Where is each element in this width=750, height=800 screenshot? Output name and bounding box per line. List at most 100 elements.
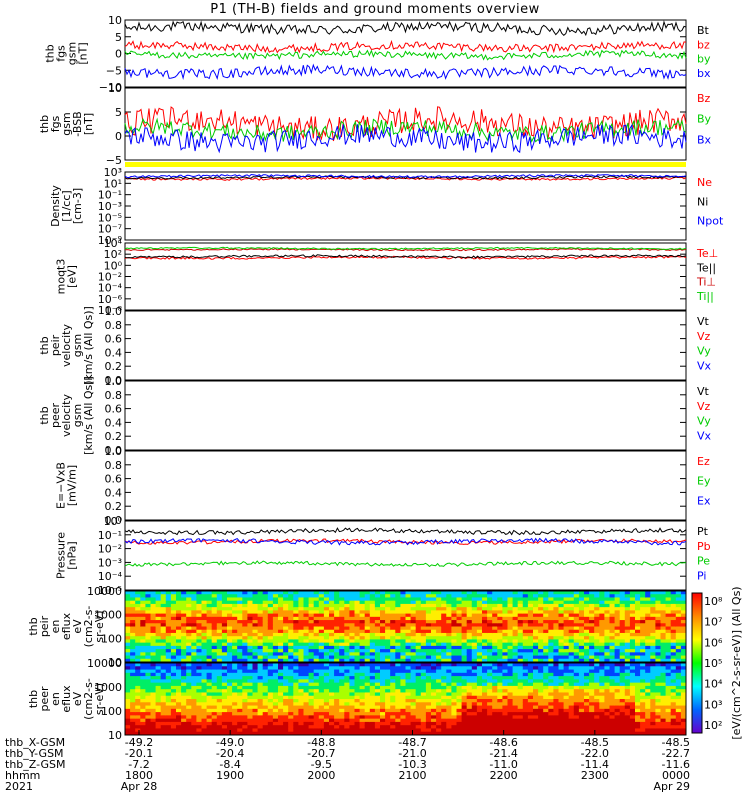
heatmap-cell — [471, 725, 478, 729]
heatmap-cell — [405, 669, 412, 674]
heatmap-cell — [216, 594, 223, 598]
heatmap-cell — [436, 731, 442, 736]
heatmap-cell — [303, 607, 310, 611]
heatmap-cell — [323, 600, 330, 605]
heatmap-cell — [589, 721, 595, 726]
heatmap-cell — [660, 666, 667, 671]
heatmap-cell — [512, 692, 519, 697]
heatmap-cell — [125, 669, 131, 674]
heatmap-cell — [140, 685, 146, 690]
heatmap-cell — [252, 655, 259, 660]
heatmap-cell — [522, 594, 529, 598]
heatmap-cell — [369, 591, 376, 595]
heatmap-cell — [160, 705, 167, 710]
heatmap-cell — [594, 721, 600, 726]
heatmap-cell — [497, 642, 503, 647]
heatmap-cell — [568, 613, 575, 618]
heatmap-cell — [308, 642, 315, 647]
heatmap-cell — [604, 613, 610, 618]
heatmap-cell — [364, 731, 371, 736]
heatmap-cell — [589, 699, 595, 703]
heatmap-cell — [461, 689, 468, 693]
heatmap-cell — [629, 715, 636, 720]
heatmap-cell — [635, 658, 641, 663]
heatmap-cell — [538, 718, 544, 723]
heatmap-cell — [624, 632, 631, 637]
heatmap-cell — [446, 629, 452, 634]
heatmap-cell — [466, 699, 473, 703]
heatmap-cell — [262, 699, 269, 703]
heatmap-cell — [609, 721, 616, 726]
heatmap-cell — [578, 692, 585, 697]
heatmap-cell — [145, 708, 151, 713]
heatmap-cell — [221, 658, 228, 663]
heatmap-cell — [145, 715, 151, 720]
heatmap-cell — [573, 715, 580, 720]
heatmap-cell — [538, 613, 544, 618]
heatmap-cell — [298, 663, 304, 667]
heatmap-cell — [339, 620, 345, 624]
heatmap-cell — [635, 731, 641, 736]
heatmap-cell — [665, 655, 672, 660]
heatmap-cell — [446, 623, 452, 627]
heatmap-cell — [609, 597, 616, 602]
heatmap-cell — [242, 679, 248, 684]
heatmap-cell — [272, 610, 279, 615]
heatmap-cell — [456, 613, 463, 618]
heatmap-cell — [201, 685, 208, 690]
heatmap-cell — [502, 603, 508, 608]
heatmap-cell — [425, 728, 432, 733]
panel-frame-7 — [124, 520, 687, 591]
heatmap-cell — [262, 705, 269, 710]
heatmap-cell — [206, 616, 213, 621]
heatmap-cell — [354, 721, 361, 726]
heatmap-cell — [476, 600, 483, 605]
heatmap-cell — [390, 682, 396, 687]
heatmap-cell — [461, 715, 468, 720]
heatmap-cell — [568, 663, 575, 667]
heatmap-cell — [660, 594, 667, 598]
heatmap-cell — [293, 699, 299, 703]
heatmap-cell — [441, 669, 447, 674]
heatmap-cell — [395, 705, 401, 710]
heatmap-cell — [584, 607, 590, 611]
heatmap-cell — [130, 689, 136, 693]
heatmap-cell — [568, 610, 575, 615]
heatmap-cell — [487, 695, 493, 700]
heatmap-cell — [140, 603, 146, 608]
heatmap-cell — [181, 645, 187, 650]
heatmap-cell — [431, 682, 437, 687]
heatmap-cell — [507, 649, 514, 653]
heatmap-cell — [323, 695, 330, 700]
heatmap-cell — [160, 676, 167, 680]
heatmap-cell — [135, 597, 141, 602]
heatmap-cell — [130, 620, 136, 624]
heatmap-cell — [533, 663, 539, 667]
heatmap-cell — [482, 655, 488, 660]
heatmap-cell — [262, 597, 269, 602]
heatmap-cell — [599, 679, 605, 684]
heatmap-cell — [252, 642, 259, 647]
heatmap-cell — [323, 645, 330, 650]
heatmap-cell — [155, 705, 162, 710]
heatmap-cell — [186, 663, 192, 667]
heatmap-cell — [405, 731, 412, 736]
heatmap-cell — [497, 731, 503, 736]
heatmap-cell — [155, 655, 162, 660]
heatmap-cell — [374, 679, 381, 684]
heatmap-cell — [125, 645, 131, 650]
heatmap-cell — [492, 689, 498, 693]
heatmap-cell — [614, 645, 621, 650]
heatmap-cell — [482, 591, 488, 595]
heatmap-cell — [186, 725, 192, 729]
heatmap-cell — [599, 689, 605, 693]
heatmap-cell — [329, 636, 335, 640]
heatmap-cell — [655, 629, 661, 634]
heatmap-cell — [405, 672, 412, 677]
heatmap-cell — [176, 708, 182, 713]
heatmap-cell — [323, 607, 330, 611]
heatmap-cell — [589, 695, 595, 700]
heatmap-cell — [476, 658, 483, 663]
heatmap-cell — [563, 718, 570, 723]
heatmap-cell — [272, 699, 279, 703]
